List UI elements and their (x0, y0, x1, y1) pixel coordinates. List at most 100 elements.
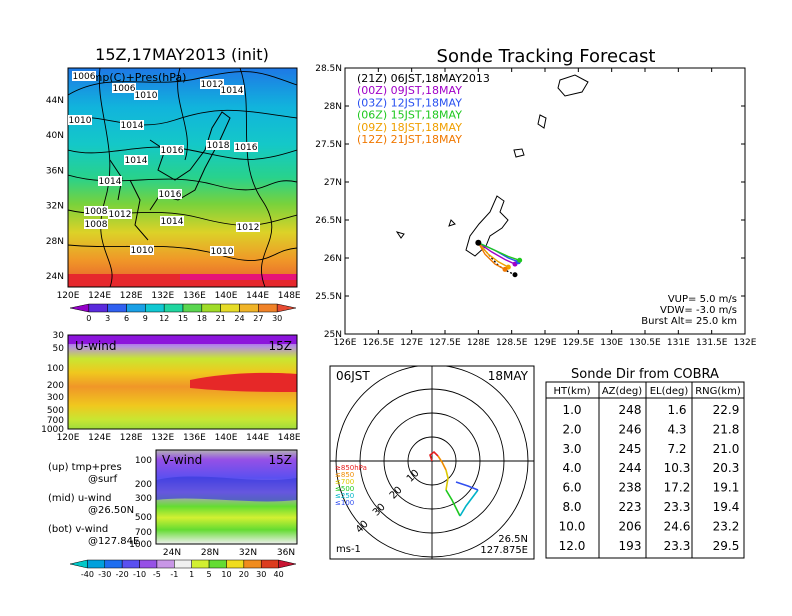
tracking-lat-tick: 27.5N (315, 140, 342, 150)
isobar-label-bg (124, 155, 148, 165)
wind-colorbar-swatch (208, 559, 227, 569)
hodograph-trace (429, 450, 479, 517)
isobar-label: 1006 (113, 84, 136, 94)
vwind-panel: V-wind 15Z 100 200 300 500 700 1000 24N 28N 32N… (129, 449, 298, 558)
table-cell: 2.0 (562, 422, 581, 436)
uwind-x-tick: 136E (183, 433, 206, 443)
hodograph-segment (445, 489, 461, 517)
pressure-legend-entry: ≤500 (335, 485, 354, 493)
isobar-label: 1010 (135, 91, 158, 101)
wind-colorbar-label: -1 (170, 570, 178, 579)
map-lat-tick: 44N (46, 96, 64, 106)
table-cell: 22.9 (713, 403, 740, 417)
overlay-label: Temp(C)+Pres(hPa) (79, 71, 186, 84)
tracking-lon-tick: 132E (734, 338, 757, 348)
table-rows: 1.0 248 1.6 22.9 2.0 246 4.3 21.8 3.0 245 7.2 21.0 4… (559, 403, 740, 553)
tracking-lon-tick: 131.5E (696, 338, 728, 348)
wind-colorbar-label: -5 (153, 570, 161, 579)
track-endpoint (512, 272, 518, 278)
uwind-top-band (68, 335, 297, 344)
tracking-info-line: Burst Alt= 25.0 km (641, 316, 737, 327)
tracking-lat-ticks: 28.5N 28N 27.5N 27N 26.5N 26N 25.5N 25N (315, 64, 745, 340)
panel-note-head: (bot) v-wind (48, 524, 108, 535)
temp-colorbar-swatch (88, 303, 108, 313)
wind-colorbar-swatch (191, 559, 210, 569)
temp-colorbar-label: 6 (124, 314, 129, 323)
map-lon-ticks: 120E 124E 128E 132E 136E 140E 144E 148E (57, 291, 301, 301)
uwind-frame (67, 334, 298, 430)
vwind-x-tick: 36N (277, 548, 295, 558)
polar-unit: ms-1 (336, 544, 361, 555)
temp-colorbar-swatch (107, 303, 127, 313)
pressure-legend-entry: ≤100 (335, 499, 354, 507)
panel-note-head: (up) tmp+pres (48, 462, 122, 473)
tracking-lon-tick: 128.5E (496, 338, 528, 348)
wind-colorbar-label: 5 (207, 570, 212, 579)
main-title: Sonde Tracking Forecast (437, 46, 656, 67)
uwind-y-tick: 200 (47, 381, 64, 391)
temp-colorbar-swatch (201, 303, 221, 313)
isobar-label: 1014 (125, 156, 148, 166)
isobar-label: 1014 (99, 177, 122, 187)
uwind-x-tick: 120E (57, 433, 80, 443)
table-header-cell: AZ(deg) (602, 386, 642, 397)
wind-colorbar-swatch (87, 559, 106, 569)
table-cell: 29.5 (713, 539, 740, 553)
table-cell: 4.3 (667, 422, 686, 436)
isobar-label-bg (108, 209, 132, 219)
panel-note-sub: @127.84E (88, 536, 139, 547)
panel-note-sub: @26.50N (88, 505, 134, 516)
isobar-label-bg (98, 176, 122, 186)
temp-colorbar-label: 9 (143, 314, 148, 323)
isobar-label: 1010 (211, 247, 234, 257)
table-cell: 246 (619, 422, 642, 436)
isobar-label-bg (130, 245, 154, 255)
uwind-x-tick: 132E (151, 433, 174, 443)
polar-time-label: 06JST (336, 369, 370, 383)
table-cell: 206 (619, 519, 642, 533)
isobar-label-bg (112, 83, 136, 93)
isobar-label-bg (236, 222, 260, 232)
wind-colorbar: -40 -30 -20 -10 -5 -1 1 5 10 20 30 40 (69, 559, 297, 579)
uwind-x-tick: 124E (88, 433, 111, 443)
map-lon-tick: 140E (215, 291, 238, 301)
wind-colorbar-label: -20 (116, 570, 129, 579)
track-series-line (477, 242, 506, 271)
isobar-label-bg (234, 142, 258, 152)
isobar-label: 1008 (85, 220, 108, 230)
launch-point (475, 239, 482, 246)
track-series-line (478, 242, 520, 261)
isobar-label: 1010 (131, 246, 154, 256)
track-endpoint (502, 266, 508, 272)
tracking-lon-tick: 127.5E (429, 338, 461, 348)
map-lon-tick: 148E (278, 291, 301, 301)
isobar-label-bg (84, 206, 108, 216)
wind-colorbar-swatch (121, 559, 140, 569)
table-cell: 244 (619, 461, 642, 475)
vwind-y-tick: 100 (135, 456, 152, 466)
tracking-lat-tick: 25.5N (315, 292, 342, 302)
tracking-frame (344, 67, 746, 335)
wind-colorbar-swatch (260, 559, 279, 569)
tracking-lat-tick: 26N (324, 254, 342, 264)
uwind-x-tick: 140E (215, 433, 238, 443)
wind-colorbar-label: -30 (98, 570, 111, 579)
temp-colorbar-swatch (258, 303, 278, 313)
polar-date-label: 18MAY (488, 369, 529, 383)
table-cell: 248 (619, 403, 642, 417)
uwind-x-tick: 144E (246, 433, 269, 443)
table-cell: 19.1 (713, 481, 740, 495)
temp-colorbar-label: 30 (272, 314, 282, 323)
hodograph-segment (455, 481, 479, 491)
vwind-y-tick: 1000 (129, 540, 152, 550)
tracking-lon-tick: 126.5E (363, 338, 395, 348)
uwind-y-tick: 700 (47, 416, 64, 426)
tracking-legend-entry: (12Z) 21JST,18MAY (357, 133, 462, 146)
wind-colorbar-label: 20 (239, 570, 249, 579)
tracking-legend-entry: (21Z) 06JST,18MAY2013 (357, 72, 490, 85)
table-cell: 23.3 (664, 500, 691, 514)
table-cell: 10.0 (559, 519, 586, 533)
table-cell: 23.3 (664, 539, 691, 553)
